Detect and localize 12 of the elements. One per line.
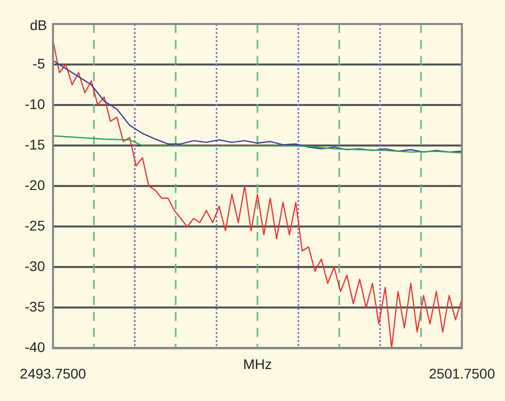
y-tick-label: -30 [24,258,46,274]
x-tick-label: 2493.7500 [20,365,86,382]
y-tick-label: -15 [24,136,46,152]
y-tick-label: -35 [24,298,46,315]
x-axis-title: MHz [243,356,272,372]
y-tick-label: -40 [24,339,46,356]
y-tick-label: -20 [24,176,46,193]
x-tick-label: 2501.7500 [428,365,496,382]
y-axis-title: dB [30,16,47,33]
y-tick-label: -10 [24,96,46,112]
y-tick-label: -5 [32,55,46,72]
y-tick-label: -25 [24,217,46,234]
